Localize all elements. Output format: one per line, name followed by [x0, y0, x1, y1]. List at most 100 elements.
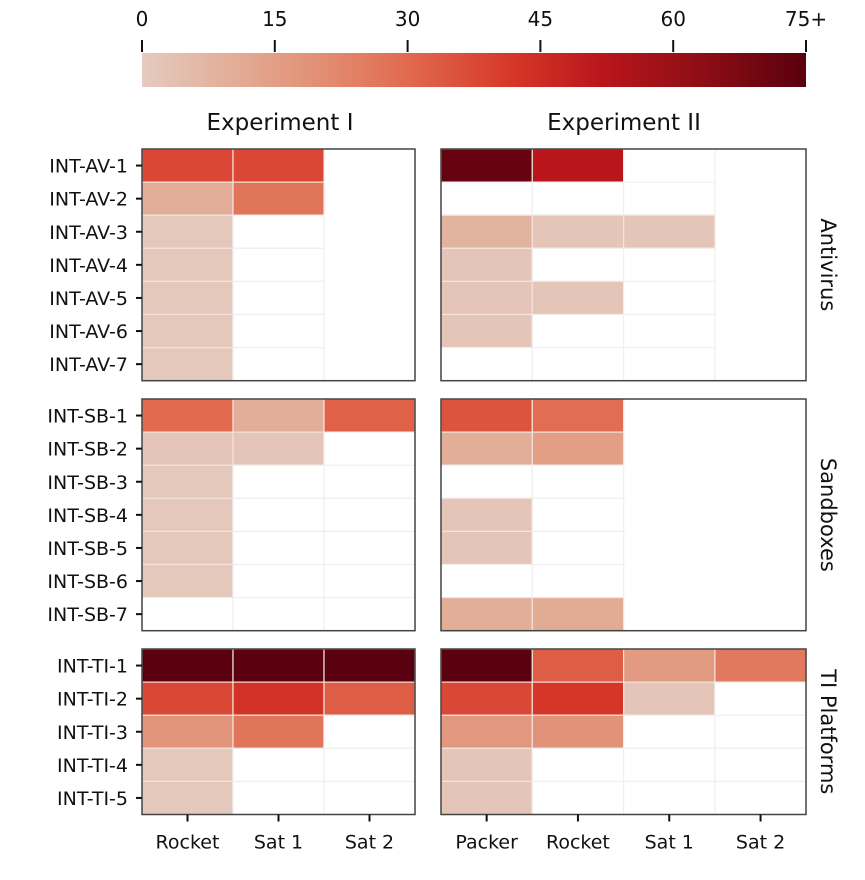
- colorbar: 0 15 30 45 60 75+: [136, 7, 827, 87]
- heatmap-cell: [440, 648, 533, 683]
- heatmap-cell: [531, 563, 625, 599]
- heatmap-cell: [622, 280, 716, 316]
- row-label: INT-AV-6: [49, 321, 128, 343]
- heatmap-cell: [141, 148, 234, 183]
- heatmap-cell: [232, 247, 325, 283]
- heatmap-cell: [141, 280, 234, 316]
- heatmap-cell: [323, 398, 416, 433]
- heatmap-cell: [323, 648, 416, 683]
- heatmap-cell: [440, 464, 533, 499]
- group-labels: Antivirus Sandboxes TI Platforms: [816, 218, 840, 794]
- heatmap-cell: [531, 347, 625, 382]
- panel-ti-platforms-exp1: [141, 648, 416, 816]
- row-label: INT-TI-5: [57, 788, 128, 810]
- heatmap-cell: [141, 563, 234, 599]
- heatmap-cell: [622, 214, 716, 249]
- colorbar-tick-label: 30: [395, 7, 420, 31]
- heatmap-cell: [232, 148, 325, 183]
- heatmap-cell: [323, 431, 416, 466]
- heatmap-cell: [232, 747, 325, 782]
- heatmap-cell: [232, 596, 325, 632]
- row-label: INT-TI-3: [57, 722, 128, 744]
- heatmap-cell: [440, 780, 533, 816]
- heatmap-cell: [440, 148, 533, 183]
- heatmap-cell: [531, 148, 625, 183]
- row-label: INT-SB-5: [47, 538, 128, 560]
- heatmap-cell: [714, 780, 807, 816]
- row-labels: INT-AV-1 INT-AV-2 INT-AV-3 INT-AV-4 INT-AV-5…: [47, 156, 142, 810]
- column-label: Sat 1: [645, 832, 694, 854]
- column-label: Sat 1: [254, 832, 303, 854]
- column-label: Rocket: [546, 832, 610, 854]
- heatmap-cell: [232, 648, 325, 683]
- heatmap-cell: [531, 214, 625, 249]
- heatmap-cell: [622, 648, 716, 683]
- heatmap-cell: [141, 714, 234, 749]
- experiment-titles: Experiment I Experiment II: [207, 110, 701, 136]
- heatmap-cell: [440, 398, 533, 433]
- heatmap-cell: [141, 398, 234, 433]
- group-label: Sandboxes: [816, 458, 840, 572]
- panel-frame: [440, 148, 807, 382]
- heatmap-cell: [440, 347, 533, 382]
- heatmap-cell: [141, 247, 234, 283]
- group-label: Antivirus: [816, 218, 840, 311]
- row-label: INT-TI-2: [57, 689, 128, 711]
- heatmap-cell: [141, 530, 234, 566]
- heatmap-cell: [232, 431, 325, 466]
- heatmap-cell: [232, 681, 325, 716]
- colorbar-tick-label: 75+: [785, 7, 827, 31]
- panel-frame: [440, 648, 807, 816]
- heatmap-cell: [531, 681, 625, 716]
- heatmap-cell: [622, 747, 716, 782]
- heatmap-cell: [232, 464, 325, 499]
- heatmap-cell: [141, 648, 234, 683]
- experiment-title: Experiment I: [207, 110, 354, 136]
- heatmap-cell: [141, 431, 234, 466]
- heatmap-cell: [232, 181, 325, 216]
- heatmap-cell: [141, 181, 234, 216]
- row-label: INT-SB-7: [47, 604, 128, 626]
- heatmap-cell: [531, 464, 625, 499]
- colorbar-tick-label: 45: [528, 7, 553, 31]
- heatmap-cell: [232, 497, 325, 532]
- heatmap-cell: [323, 747, 416, 782]
- row-label: INT-SB-2: [47, 439, 128, 461]
- heatmap-cell: [440, 714, 533, 749]
- heatmap-cell: [440, 214, 533, 249]
- heatmap-cell: [141, 347, 234, 382]
- heatmap-cell: [714, 681, 807, 716]
- heatmap-cell: [622, 247, 716, 283]
- row-label: INT-AV-7: [49, 354, 128, 376]
- heatmap-cell: [622, 681, 716, 716]
- heatmap-cell: [141, 596, 234, 632]
- heatmap-cell: [141, 747, 234, 782]
- heatmap-cell: [440, 747, 533, 782]
- heatmap-cell: [714, 714, 807, 749]
- heatmap-cell: [531, 530, 625, 566]
- heatmap-cell: [323, 714, 416, 749]
- experiment-title: Experiment II: [547, 110, 701, 136]
- panel-antivirus-exp1: [141, 148, 416, 382]
- heatmap-cell: [714, 747, 807, 782]
- heatmap-cell: [141, 464, 234, 499]
- row-label: INT-SB-4: [47, 505, 128, 527]
- heatmap-cell: [141, 214, 234, 249]
- heatmap-cell: [531, 714, 625, 749]
- heatmap-cell: [531, 181, 625, 216]
- heatmap-cell: [531, 313, 625, 349]
- heatmap-cell: [141, 497, 234, 532]
- column-label: Packer: [455, 832, 518, 854]
- heatmap-cell: [622, 148, 716, 183]
- heatmap-cell: [232, 313, 325, 349]
- heatmap-cell: [622, 714, 716, 749]
- column-label: Rocket: [156, 832, 220, 854]
- heatmap-cell: [531, 596, 625, 632]
- panel-sandboxes-exp2: [440, 398, 807, 632]
- column-label: Sat 2: [345, 832, 394, 854]
- colorbar-tick-label: 60: [660, 7, 685, 31]
- heatmap-cell: [440, 530, 533, 566]
- row-label: INT-SB-1: [47, 406, 128, 428]
- heatmap-cell: [440, 681, 533, 716]
- heatmap-cell: [531, 648, 625, 683]
